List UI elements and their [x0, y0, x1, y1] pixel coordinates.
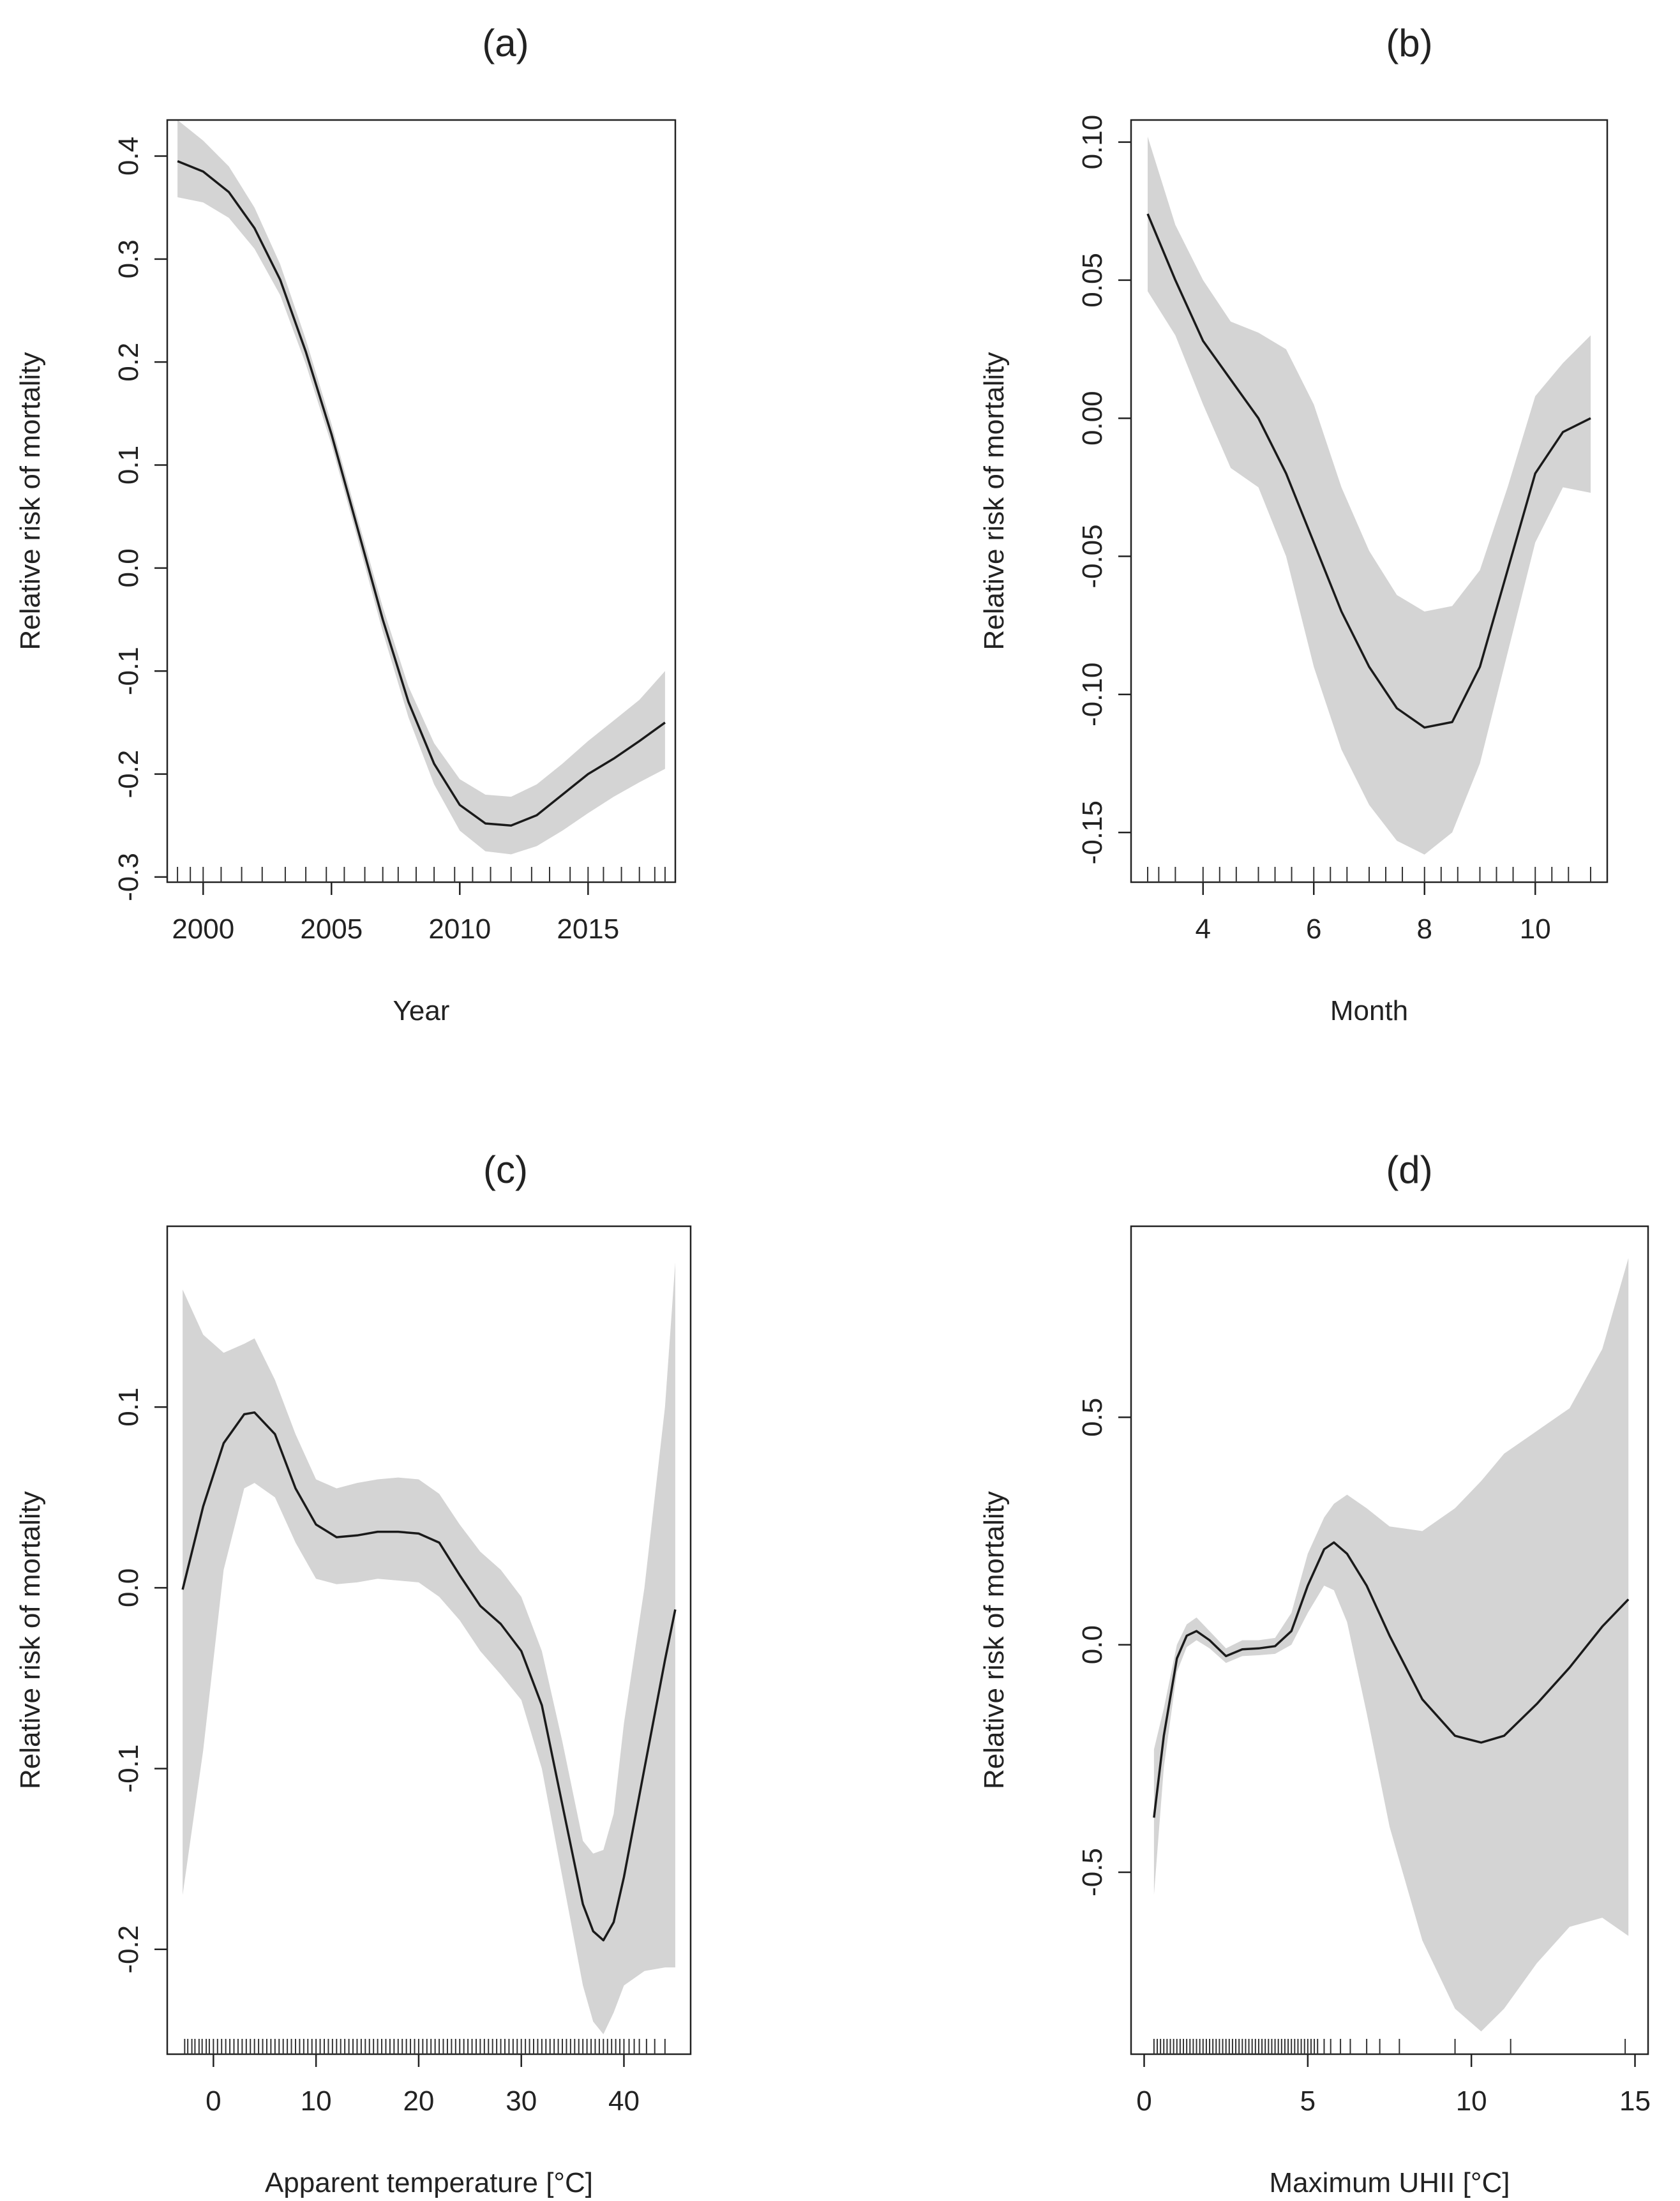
- y-tick-label: 0.5: [1077, 1398, 1108, 1437]
- panel-b: 4 6 8 10 -0.15 -0.10 -0.05 0.00 0.05 0.10 (b) Month…: [979, 22, 1609, 1026]
- y-tick-label: -0.2: [113, 750, 144, 799]
- x-tick-label: 2015: [557, 913, 619, 945]
- panel-title-d: (d): [1386, 1148, 1432, 1191]
- y-tick-label: 0.1: [113, 1388, 144, 1427]
- x-axis-label-c: Apparent temperature [°C]: [265, 2167, 593, 2198]
- fit-line-c: [181, 1411, 677, 1942]
- x-tick-label: 2000: [172, 913, 234, 945]
- confidence-band-d: [1153, 1258, 1629, 2032]
- y-tick-label: -0.05: [1077, 524, 1108, 588]
- x-axis-label-b: Month: [1330, 995, 1408, 1026]
- panel-title-a: (a): [482, 22, 529, 64]
- confidence-band-c: [183, 1262, 675, 2034]
- y-tick-label: 0.3: [113, 239, 144, 278]
- x-tick-label: 40: [608, 2085, 640, 2117]
- x-tick-label: 0: [206, 2085, 221, 2117]
- y-tick-label: 0.1: [113, 446, 144, 485]
- panel-title-b: (b): [1386, 22, 1432, 64]
- confidence-band-a: [177, 120, 665, 855]
- x-tick-label: 4: [1196, 913, 1211, 945]
- x-tick-label: 6: [1306, 913, 1321, 945]
- y-tick-label: 0.10: [1077, 115, 1108, 170]
- fit-line-a: [177, 160, 666, 827]
- x-tick-label: 10: [1520, 913, 1551, 945]
- y-tick-label: -0.1: [113, 647, 144, 695]
- y-tick-label: 0.4: [113, 137, 144, 176]
- y-tick-label: -0.1: [113, 1745, 144, 1793]
- y-axis-label-a: Relative risk of mortality: [15, 352, 46, 650]
- plot-frame-c: [166, 1225, 692, 2055]
- x-tick-label: 5: [1300, 2085, 1316, 2117]
- fit-line-b: [1146, 213, 1591, 729]
- x-tick-label: 2010: [428, 913, 491, 945]
- plot-frame-a: [166, 119, 677, 883]
- y-tick-label: -0.2: [113, 1925, 144, 1974]
- x-tick-label: 30: [506, 2085, 537, 2117]
- panel-d: 0 5 10 15 -0.5 0.0 0.5 (d) Maximum UHII [°C] Rela…: [979, 1148, 1651, 2198]
- confidence-band-b: [1148, 137, 1591, 855]
- y-tick-label: 0.0: [113, 548, 144, 587]
- y-axis-label-d: Relative risk of mortality: [979, 1491, 1010, 1789]
- y-tick-label: 0.05: [1077, 253, 1108, 308]
- y-axis-label-c: Relative risk of mortality: [15, 1491, 46, 1789]
- y-tick-label: -0.15: [1077, 800, 1108, 864]
- x-axis-label-a: Year: [393, 995, 450, 1026]
- x-tick-label: 10: [1456, 2085, 1487, 2117]
- x-tick-label: 8: [1417, 913, 1432, 945]
- y-tick-label: -0.3: [113, 853, 144, 901]
- y-axis-label-b: Relative risk of mortality: [979, 352, 1010, 650]
- fit-line-d: [1153, 1541, 1630, 1818]
- x-tick-label: 2005: [300, 913, 363, 945]
- x-tick-label: 0: [1136, 2085, 1151, 2117]
- panel-a: 2000 2005 2010 2015 -0.3 -0.2 -0.1 0.0 0.1 0.2 0.3…: [15, 22, 677, 1026]
- y-tick-label: 0.0: [1077, 1625, 1108, 1664]
- y-tick-label: 0.00: [1077, 391, 1108, 446]
- y-tick-label: -0.10: [1077, 663, 1108, 726]
- plot-frame-d: [1130, 1225, 1649, 2055]
- x-tick-label: 10: [301, 2085, 332, 2117]
- x-axis-label-d: Maximum UHII [°C]: [1270, 2167, 1510, 2198]
- y-tick-label: 0.2: [113, 343, 144, 382]
- y-tick-label: -0.5: [1077, 1848, 1108, 1897]
- x-tick-label: 20: [403, 2085, 434, 2117]
- panel-c: 0 10 20 30 40 -0.2 -0.1 0.0 0.1 (c) Apparent tempe…: [15, 1148, 692, 2198]
- panel-title-c: (c): [483, 1148, 528, 1191]
- x-tick-label: 15: [1619, 2085, 1651, 2117]
- y-tick-label: 0.0: [113, 1568, 144, 1607]
